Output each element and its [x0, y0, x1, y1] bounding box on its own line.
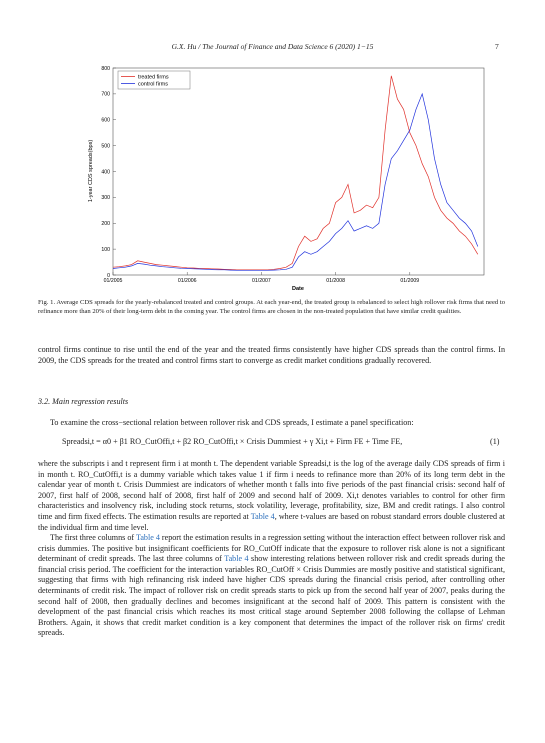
table-link[interactable]: Table 4 [224, 554, 249, 564]
section-heading: 3.2. Main regression results [38, 397, 129, 406]
y-tick-label: 800 [101, 66, 110, 72]
chart: Date 1-year CDS spreads(bps) 0 100 200 300 4… [88, 66, 485, 292]
y-tick-label: 200 [101, 221, 110, 227]
legend-label: control firms [138, 82, 168, 88]
y-tick-label: 0 [107, 273, 110, 279]
y-tick-label: 400 [101, 169, 110, 175]
y-tick-label: 700 [101, 92, 110, 98]
x-tick-label: 01/2007 [252, 278, 271, 284]
equation-number: (1) [490, 437, 500, 446]
running-title: G.X. Hu / The Journal of Finance and Dat… [171, 42, 374, 51]
x-tick-label: 01/2005 [104, 278, 123, 284]
y-tick-label: 300 [101, 195, 110, 201]
y-tick-label: 500 [101, 143, 110, 149]
text-run: To examine the cross−sectional relation … [50, 418, 414, 427]
paragraph: To examine the cross−sectional relation … [38, 418, 505, 429]
x-tick-label: 01/2006 [178, 278, 197, 284]
series-line [112, 75, 479, 271]
x-axis-label: Date [292, 286, 304, 292]
x-tick-label: 01/2009 [400, 278, 419, 284]
legend-box [117, 70, 191, 90]
x-tick-label: 01/2008 [326, 278, 345, 284]
text-run: report the estimation results in a regre… [38, 533, 505, 564]
equation: Spreadsi,t = α0 + β1 RO_CutOffi,t + β2 R… [62, 437, 403, 446]
table-link[interactable]: Table 4 [250, 511, 275, 521]
page-number: 7 [495, 42, 499, 51]
paragraph: The first three columns of Table 4 repor… [38, 533, 505, 639]
figure-caption: Fig. 1. Average CDS spreads for the year… [38, 299, 505, 315]
paragraph: control firms continue to rise until the… [38, 345, 505, 366]
y-tick-label: 600 [101, 118, 110, 124]
text-run: , where t-values are based on robust sta… [38, 511, 505, 532]
text-run: control firms continue to rise until the… [38, 345, 505, 365]
y-tick-label: 100 [101, 247, 110, 253]
legend-label: treated firms [138, 75, 169, 81]
series-line [112, 92, 479, 271]
table-link[interactable]: Table 4 [135, 533, 160, 542]
plot-frame [112, 67, 485, 276]
y-axis-label: 1-year CDS spreads(bps) [88, 140, 94, 203]
text-run: show interesting relations between rollo… [38, 554, 505, 638]
text-run: The first three columns of [50, 533, 136, 542]
paragraph: where the subscripts i and t represent f… [38, 459, 505, 533]
text-run: where the subscripts i and t represent f… [38, 459, 505, 521]
